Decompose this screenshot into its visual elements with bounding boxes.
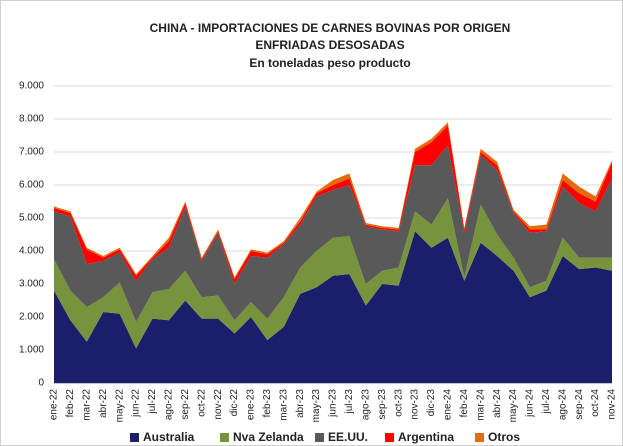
x-tick-label: mar-23 (278, 389, 289, 421)
x-tick-label: jun-23 (328, 389, 339, 418)
x-tick-label: feb-24 (459, 389, 470, 418)
x-tick-label: sep-24 (574, 389, 585, 420)
legend-label: Nva Zelanda (233, 430, 304, 444)
x-tick-label: jul-22 (147, 389, 158, 415)
area (54, 198, 612, 349)
y-tick-label: 7.000 (19, 147, 44, 158)
legend-label: Australia (143, 430, 195, 444)
legend-label: Argentina (398, 430, 454, 444)
y-tick-label: 1.000 (19, 345, 44, 356)
x-tick-label: ene-22 (49, 389, 60, 421)
legend-swatch (130, 433, 139, 442)
x-tick-label: nov-22 (213, 389, 224, 420)
x-tick-label: oct-24 (590, 389, 601, 417)
legend-label: EE.UU. (328, 430, 368, 444)
y-tick-label: 6.000 (19, 180, 44, 191)
x-tick-label: dic-23 (426, 389, 437, 417)
y-tick-label: 5.000 (19, 213, 44, 224)
x-tick-label: oct-22 (196, 389, 207, 417)
x-tick-label: feb-23 (262, 389, 273, 418)
x-tick-label: jul-23 (344, 389, 355, 415)
x-tick-label: mar-22 (81, 389, 92, 421)
legend-swatch (220, 433, 229, 442)
x-tick-label: jun-24 (525, 389, 536, 418)
x-tick-label: ago-22 (164, 389, 175, 421)
x-tick-label: nov-24 (607, 389, 618, 420)
x-tick-label: abr-24 (492, 389, 503, 418)
y-tick-label: 8.000 (19, 114, 44, 125)
x-tick-label: ene-23 (246, 389, 257, 421)
x-tick-label: sep-23 (377, 389, 388, 420)
x-tick-label: may-22 (114, 389, 125, 423)
x-tick-label: ago-23 (360, 389, 371, 421)
x-tick-label: nov-23 (410, 389, 421, 420)
x-tick-label: abr-23 (295, 389, 306, 418)
legend-label: Otros (488, 430, 520, 444)
x-tick-label: oct-23 (393, 389, 404, 417)
x-tick-label: jul-24 (541, 389, 552, 415)
x-tick-label: ago-24 (557, 389, 568, 421)
x-tick-label: dic-22 (229, 389, 240, 417)
area (54, 231, 612, 383)
y-tick-label: 9.000 (19, 81, 44, 92)
x-tick-label: may-24 (508, 389, 519, 423)
legend-swatch (385, 433, 394, 442)
legend-swatch (475, 433, 484, 442)
x-tick-label: ene-24 (443, 389, 454, 421)
unit-note: En toneladas peso producto (249, 56, 410, 70)
x-tick-label: mar-24 (475, 389, 486, 421)
y-tick-label: 3.000 (19, 279, 44, 290)
y-tick-label: 4.000 (19, 246, 44, 257)
x-tick-label: sep-22 (180, 389, 191, 420)
y-tick-label: 2.000 (19, 312, 44, 323)
chart-title: CHINA - IMPORTACIONES DE CARNES BOVINAS … (150, 21, 511, 35)
x-tick-label: feb-22 (65, 389, 76, 418)
legend-swatch (315, 433, 324, 442)
area (54, 145, 612, 322)
x-tick-label: abr-22 (98, 389, 109, 418)
x-tick-label: may-23 (311, 389, 322, 423)
y-tick-label: 0 (38, 378, 44, 389)
chart-subtitle: ENFRIADAS DESOSADAS (255, 38, 404, 52)
x-tick-label: jun-22 (131, 389, 142, 418)
